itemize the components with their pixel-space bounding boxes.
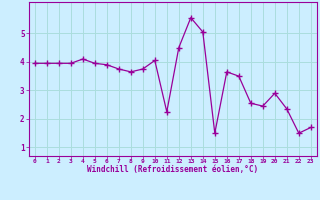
X-axis label: Windchill (Refroidissement éolien,°C): Windchill (Refroidissement éolien,°C) bbox=[87, 165, 258, 174]
